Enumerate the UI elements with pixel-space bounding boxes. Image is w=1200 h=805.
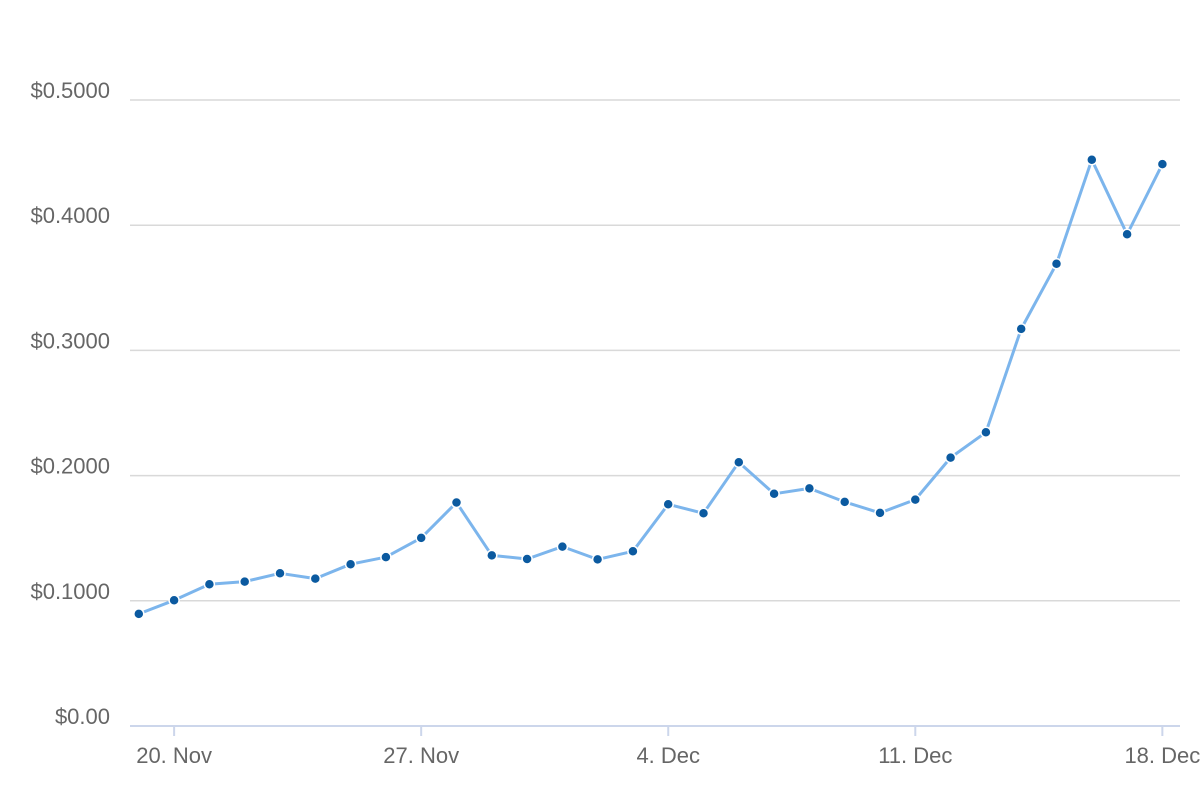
x-axis: 20. Nov 27. Nov 4. Dec 11. Dec 18. Dec	[130, 725, 1200, 768]
y-tick-label: $0.1000	[30, 579, 110, 604]
y-axis-labels: $0.00 $0.1000 $0.2000 $0.3000 $0.4000 $0.5000	[30, 78, 110, 729]
series-line	[137, 158, 1164, 616]
gridlines	[130, 99, 1180, 602]
data-point	[733, 456, 745, 468]
data-point	[591, 553, 604, 566]
data-point	[944, 451, 957, 464]
x-tick-label: 11. Dec	[878, 743, 952, 768]
data-point	[1050, 258, 1063, 270]
data-point	[556, 540, 569, 553]
data-point	[521, 553, 533, 565]
data-point	[344, 558, 357, 570]
data-point	[1015, 323, 1027, 335]
data-point	[380, 551, 392, 563]
data-point	[838, 496, 851, 508]
y-tick-label: $0.3000	[30, 328, 110, 353]
data-point	[415, 532, 427, 544]
data-point	[909, 493, 922, 506]
data-point	[980, 426, 992, 439]
data-point	[1086, 153, 1098, 166]
data-point	[1121, 228, 1133, 241]
data-point	[133, 608, 145, 620]
data-point	[274, 567, 286, 580]
data-point	[627, 545, 639, 558]
y-tick-label: $0.00	[55, 704, 110, 729]
data-point	[168, 594, 180, 607]
data-point	[1156, 158, 1169, 170]
data-point	[874, 507, 886, 519]
x-tick-label: 20. Nov	[136, 743, 212, 768]
data-point	[803, 482, 816, 495]
y-tick-label: $0.5000	[30, 78, 110, 103]
y-tick-label: $0.2000	[30, 454, 110, 479]
data-point	[450, 496, 463, 509]
x-tick-label: 4. Dec	[636, 743, 700, 768]
data-point	[768, 488, 780, 500]
x-tick-label: 27. Nov	[383, 743, 459, 768]
data-point	[238, 575, 251, 588]
data-point	[486, 549, 498, 562]
data-point	[309, 572, 322, 585]
data-series	[133, 153, 1169, 620]
data-point	[697, 507, 710, 520]
x-tick-label: 18. Dec	[1124, 743, 1200, 768]
data-point	[662, 498, 674, 511]
y-tick-label: $0.4000	[30, 203, 110, 228]
data-point	[203, 578, 216, 591]
